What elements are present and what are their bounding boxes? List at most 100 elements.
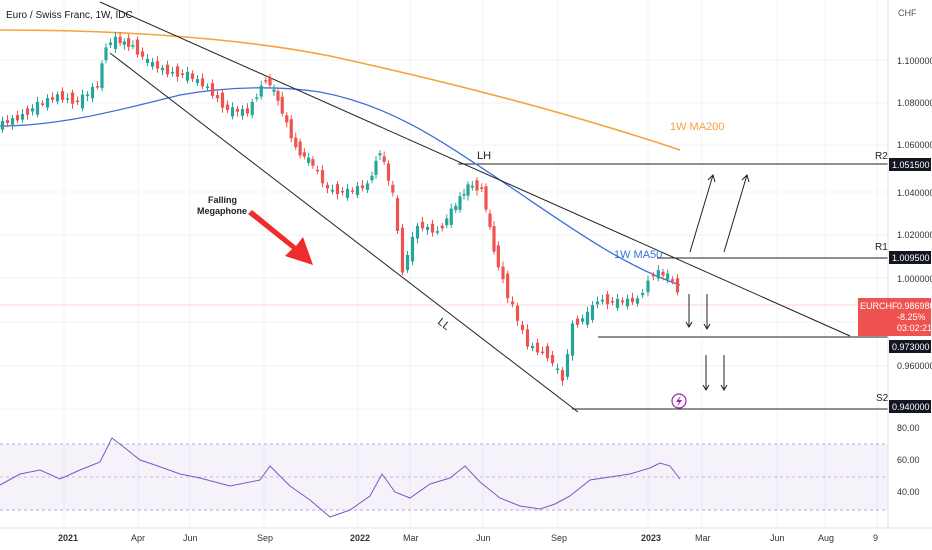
price-tick: 1.080000	[897, 98, 932, 108]
time-tick: Jun	[770, 533, 785, 543]
rsi-line	[0, 437, 681, 518]
time-tick: Apr	[131, 533, 145, 543]
chart-title: Euro / Swiss Franc, 1W, IDC	[6, 10, 133, 21]
candle-body	[630, 297, 635, 303]
lightning-icon[interactable]	[671, 393, 687, 409]
candle-body	[264, 80, 268, 82]
candle-body	[160, 67, 165, 71]
candle-body	[466, 184, 470, 196]
candle-body	[95, 86, 100, 88]
candle-body	[365, 183, 370, 190]
candle-body	[458, 196, 462, 210]
candle-body	[580, 318, 585, 322]
candle-body	[250, 101, 254, 116]
time-tick: Sep	[551, 533, 567, 543]
rsi-tick: 40.00	[897, 487, 920, 497]
r2-label: R2	[875, 151, 888, 162]
candles-layer	[0, 31, 680, 386]
candle-body	[620, 300, 625, 303]
candle-body	[535, 342, 540, 353]
r1-label: R1	[875, 242, 888, 253]
price-tick: 1.020000	[897, 230, 932, 240]
candle-body	[276, 91, 280, 101]
candle-body	[259, 85, 263, 97]
candle-body	[155, 61, 160, 69]
candle-body	[610, 301, 615, 303]
candle-body	[382, 156, 386, 162]
time-tick: 2022	[350, 533, 370, 543]
ma50-line	[0, 87, 681, 286]
ma200-label: 1W MA200	[670, 121, 724, 133]
candle-body	[60, 91, 65, 100]
candle-body	[545, 346, 550, 359]
price-badge[interactable]: EURCHF 0.986980 -8.25% 03:02:21	[858, 298, 932, 336]
level-price-box: 1.009500	[889, 251, 931, 264]
time-tick: Jun	[183, 533, 198, 543]
candle-body	[395, 198, 400, 231]
candle-body	[405, 255, 410, 270]
candle-body	[350, 190, 355, 192]
candle-body	[355, 186, 360, 196]
time-tick: Jun	[476, 533, 491, 543]
candle-body	[55, 94, 60, 102]
candle-body	[140, 51, 145, 57]
candle-body	[425, 226, 430, 230]
candle-body	[420, 221, 425, 229]
candle-body	[240, 109, 245, 116]
time-tick: 9	[873, 533, 878, 543]
candle-body	[245, 108, 250, 114]
candle-body	[488, 213, 492, 227]
candle-body	[575, 318, 580, 325]
svg-text:1.051500: 1.051500	[892, 160, 930, 170]
time-axis[interactable]: 2021 Apr Jun Sep 2022 Mar Jun Sep 2023 M…	[0, 527, 932, 543]
candle-body	[104, 47, 108, 61]
candle-body	[108, 42, 113, 45]
candle-body	[585, 311, 590, 325]
candle-body	[345, 188, 350, 198]
lh-label: LH	[477, 150, 491, 162]
projection-arrows	[685, 174, 750, 391]
candle-body	[470, 185, 474, 188]
candle-body	[360, 185, 365, 189]
candle-body	[435, 231, 440, 233]
candle-body	[415, 225, 420, 239]
candle-body	[135, 39, 140, 55]
price-tick: 0.960000	[897, 361, 932, 371]
ll-label: LL	[435, 316, 452, 333]
candle-body	[100, 63, 104, 89]
candle-body	[311, 159, 315, 166]
candle-body	[272, 89, 276, 92]
grid-lines	[0, 0, 888, 528]
time-tick: Aug	[818, 533, 834, 543]
price-axis[interactable]: 1.100000 1.080000 1.060000 1.040000 1.02…	[887, 0, 932, 528]
candle-body	[113, 36, 118, 49]
candle-body	[462, 193, 466, 196]
candle-body	[590, 305, 595, 320]
candle-body	[122, 41, 126, 45]
candle-body	[454, 205, 458, 211]
candle-body	[510, 301, 515, 305]
candle-body	[150, 62, 155, 67]
candle-body	[430, 223, 435, 233]
price-tick: 1.040000	[897, 188, 932, 198]
megaphone-label-1: Falling	[208, 195, 237, 205]
candle-body	[220, 92, 225, 108]
candle-body	[550, 355, 555, 364]
candle-body	[370, 175, 374, 181]
rsi-tick: 60.00	[897, 455, 920, 465]
candle-body	[595, 301, 600, 305]
candle-body	[40, 103, 45, 105]
megaphone-label-2: Megaphone	[197, 206, 247, 216]
candle-body	[80, 94, 85, 109]
candle-body	[302, 152, 306, 157]
candle-body	[200, 78, 205, 87]
level-lines	[458, 163, 888, 410]
candle-body	[340, 191, 345, 193]
candle-body	[378, 153, 382, 156]
candle-body	[170, 71, 175, 74]
candle-body	[5, 120, 10, 124]
candle-body	[635, 298, 640, 304]
candle-body	[600, 299, 605, 302]
candle-body	[175, 66, 180, 77]
